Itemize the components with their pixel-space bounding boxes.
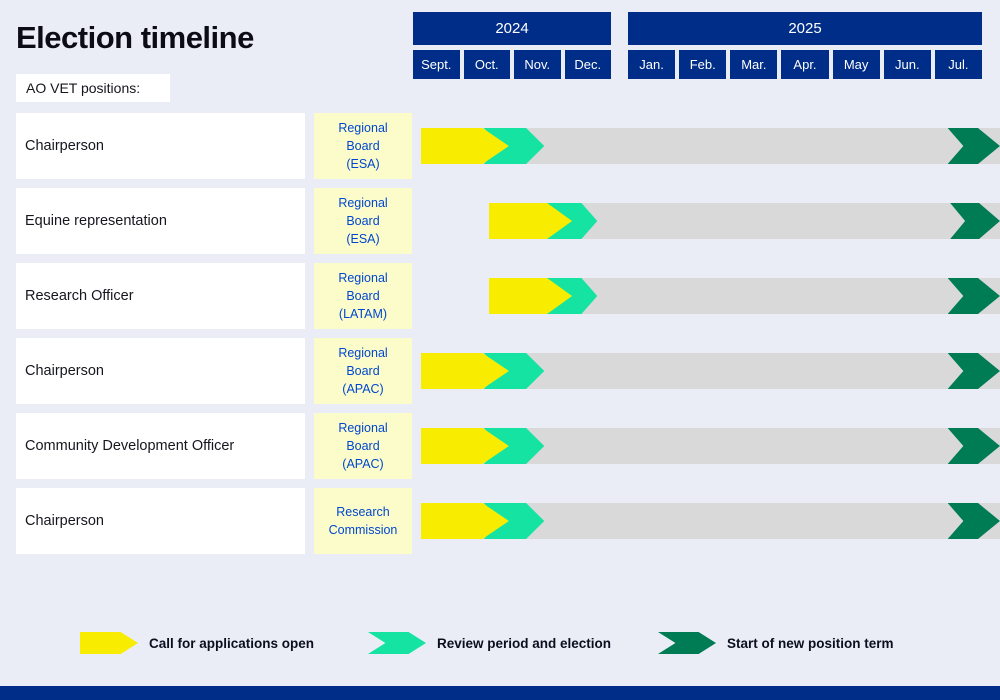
year-header-2024: 2024 (413, 12, 611, 45)
month-header-jun: Jun. (883, 50, 931, 79)
board-label: Regional Board (APAC) (314, 338, 412, 404)
position-label: Research Officer (16, 263, 305, 329)
positions-label: AO VET positions: (16, 74, 170, 102)
position-label: Chairperson (16, 338, 305, 404)
footer-bar (0, 686, 1000, 700)
board-label: Regional Board (APAC) (314, 413, 412, 479)
month-header-dec: Dec. (564, 50, 611, 79)
legend-item: Call for applications open (80, 630, 314, 656)
legend-item: Review period and election (368, 630, 611, 656)
position-label: Community Development Officer (16, 413, 305, 479)
board-label: Research Commission (314, 488, 412, 554)
month-header-jan: Jan. (628, 50, 676, 79)
legend-chevron-arrow (368, 632, 426, 654)
month-header-apr: Apr. (781, 50, 829, 79)
month-header-may: May (832, 50, 880, 79)
legend-label: Call for applications open (149, 635, 315, 651)
legend: Call for applications open Review period … (0, 630, 1000, 656)
legend-pentagon-arrow (80, 632, 138, 654)
month-header-oct: Oct. (463, 50, 510, 79)
month-header-mar: Mar. (730, 50, 778, 79)
year-header-2025: 2025 (628, 12, 982, 45)
legend-item: Start of new position term (658, 630, 894, 656)
month-header-sept: Sept. (413, 50, 460, 79)
board-label: Regional Board (LATAM) (314, 263, 412, 329)
board-label: Regional Board (ESA) (314, 113, 412, 179)
position-label: Chairperson (16, 488, 305, 554)
legend-label: Start of new position term (727, 635, 894, 651)
month-header-jul: Jul. (934, 50, 982, 79)
page-title: Election timeline (16, 20, 254, 55)
month-header-nov: Nov. (514, 50, 561, 79)
position-label: Equine representation (16, 188, 305, 254)
position-label: Chairperson (16, 113, 305, 179)
legend-label: Review period and election (437, 635, 612, 651)
month-header-feb: Feb. (679, 50, 727, 79)
board-label: Regional Board (ESA) (314, 188, 412, 254)
legend-chevron-arrow (658, 632, 716, 654)
